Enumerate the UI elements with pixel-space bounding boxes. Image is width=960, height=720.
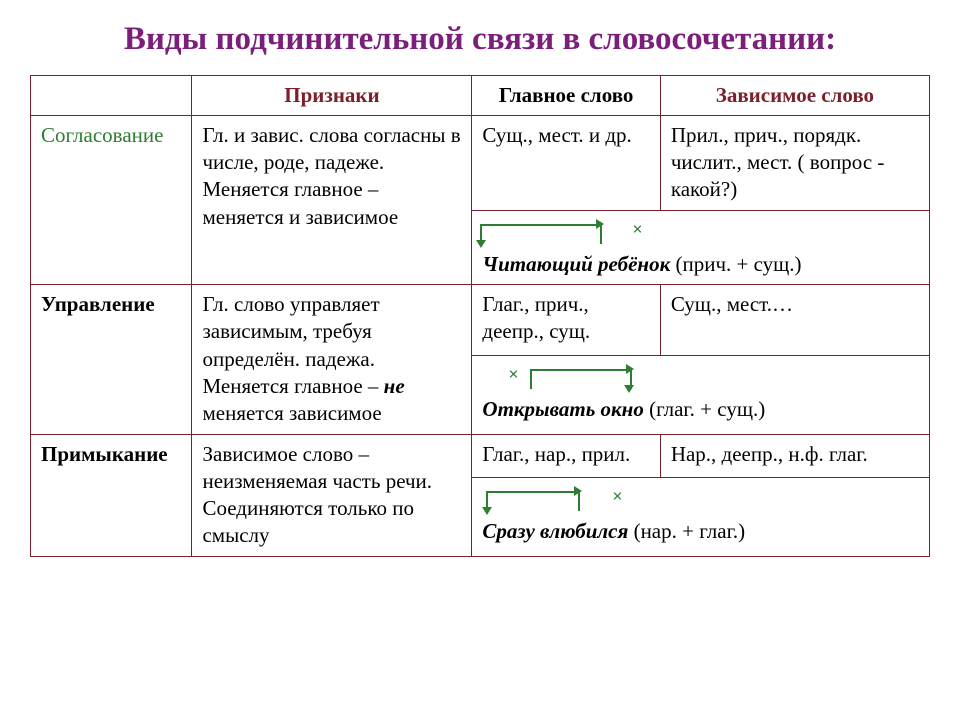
example-cell: × Читающий ребёнок (прич. + сущ.)	[472, 210, 930, 284]
dep-word-cell: Сущ., мест.…	[660, 285, 929, 356]
type-name: Управление	[41, 292, 155, 316]
header-cell-main-word: Главное слово	[472, 75, 660, 115]
example-note: (глаг. + сущ.)	[649, 397, 765, 421]
dep-word-cell: Нар., деепр., н.ф. глаг.	[660, 434, 929, 477]
arrow-diagram: ×	[472, 483, 929, 513]
example-cell: × Сразу влюбился (нар. + глаг.)	[472, 477, 930, 556]
main-word-cell: Глаг., прич., деепр., сущ.	[472, 285, 660, 356]
header-cell-features: Признаки	[192, 75, 472, 115]
main-word-cell: Глаг., нар., прил.	[472, 434, 660, 477]
example-note: (прич. + сущ.)	[675, 252, 801, 276]
arrow-diagram: ×	[472, 216, 929, 246]
features-cell: Зависимое слово – неизменяемая часть реч…	[192, 434, 472, 556]
arrow-diagram: ×	[472, 361, 929, 391]
example-phrase: Сразу влюбился	[482, 519, 628, 543]
example-cell: × Открывать окно (глаг. + сущ.)	[472, 356, 930, 434]
main-word-cell: Сущ., мест. и др.	[472, 115, 660, 210]
dep-word-cell: Прил., прич., порядк. числит., мест. ( в…	[660, 115, 929, 210]
table-row: Примыкание Зависимое слово – неизменяема…	[31, 434, 930, 477]
header-cell-empty	[31, 75, 192, 115]
features-cell: Гл. слово управляет зависимым, требуя оп…	[192, 285, 472, 434]
table-row: Согласование Гл. и завис. слова согласны…	[31, 115, 930, 210]
features-cell: Гл. и завис. слова согласны в числе, род…	[192, 115, 472, 284]
type-name: Примыкание	[41, 442, 168, 466]
type-name: Согласование	[41, 123, 163, 147]
type-name-cell: Согласование	[31, 115, 192, 284]
page-title: Виды подчинительной связи в словосочетан…	[30, 20, 930, 60]
header-row: Признаки Главное слово Зависимое слово	[31, 75, 930, 115]
main-table: Признаки Главное слово Зависимое слово С…	[30, 75, 930, 557]
type-name-cell: Управление	[31, 285, 192, 434]
table-row: Управление Гл. слово управляет зависимым…	[31, 285, 930, 356]
example-phrase: Читающий ребёнок	[482, 252, 670, 276]
example-note: (нар. + глаг.)	[634, 519, 745, 543]
type-name-cell: Примыкание	[31, 434, 192, 556]
example-phrase: Открывать окно	[482, 397, 643, 421]
header-cell-dep-word: Зависимое слово	[660, 75, 929, 115]
